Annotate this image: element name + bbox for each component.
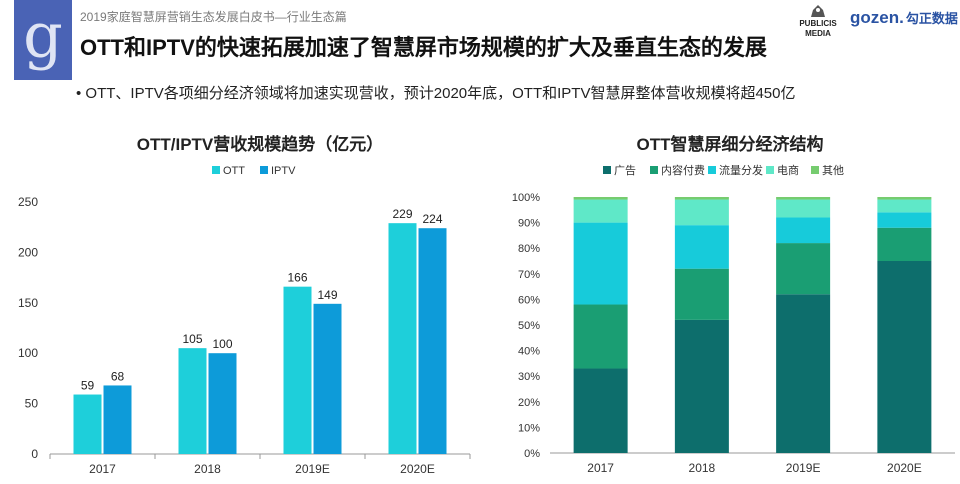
y-tick-label: 0%	[524, 448, 540, 460]
legend-swatch-4	[811, 166, 819, 174]
legend-label-4: 其他	[822, 164, 844, 177]
data-label-iptv-0: 68	[111, 369, 125, 383]
publicis-line1: PUBLICIS	[799, 19, 837, 28]
data-label-ott-3: 229	[392, 207, 412, 221]
stack-segment-2-0	[573, 222, 628, 305]
legend-swatch-3	[766, 166, 774, 174]
stack-segment-4-2	[776, 197, 831, 200]
legend-swatch-0	[212, 166, 220, 174]
y-tick-label: 50	[25, 397, 39, 411]
x-tick-label: 2018	[689, 461, 716, 475]
y-tick-label: 90%	[518, 218, 540, 230]
chart-title-revenue: OTT/IPTV营收规模趋势（亿元）	[136, 135, 384, 154]
legend-label-1: IPTV	[271, 165, 296, 177]
data-label-ott-1: 105	[182, 332, 202, 346]
stack-segment-3-2	[776, 199, 831, 218]
stack-segment-1-0	[573, 304, 628, 369]
gozen-logo: gozen. 勾正数据	[850, 8, 958, 28]
data-label-iptv-3: 224	[422, 212, 442, 226]
data-label-iptv-2: 149	[317, 288, 337, 302]
gozen-cn: 勾正数据	[905, 11, 958, 26]
legend-swatch-1	[650, 166, 658, 174]
x-tick-label: 2019E	[295, 462, 330, 476]
stack-segment-0-0	[573, 368, 628, 453]
stack-segment-3-3	[877, 199, 932, 213]
revenue-bar-chart: OTT IPTV 0 50 100 150 200 250 59 68 2017 105 100 2018…	[18, 165, 471, 476]
publicis-media-logo: PUBLICIS MEDIA	[790, 4, 846, 39]
legend-label-0: OTT	[223, 165, 245, 177]
legend-swatch-2	[708, 166, 716, 174]
bar-iptv-1	[208, 353, 237, 454]
bar-iptv-0	[103, 385, 132, 454]
stack-segment-2-1	[674, 225, 729, 269]
bar-iptv-2	[313, 303, 342, 454]
stack-segment-3-1	[674, 199, 729, 226]
y-tick-label: 150	[18, 296, 38, 310]
lion-crest-icon	[809, 4, 827, 18]
structure-stacked-chart: 广告 内容付费 流量分发 电商 其他 0% 10% 20% 30% 40% 50% 60% 70% 80%…	[512, 163, 955, 475]
publicis-line2: MEDIA	[805, 29, 831, 38]
y-tick-label: 60%	[518, 294, 540, 306]
y-tick-label: 100	[18, 346, 38, 360]
y-tick-label: 30%	[518, 371, 540, 383]
legend-label-3: 电商	[777, 163, 799, 177]
x-tick-label: 2019E	[786, 461, 821, 475]
data-label-ott-2: 166	[287, 271, 307, 285]
legend-label-2: 流量分发	[719, 163, 763, 177]
y-tick-label: 50%	[518, 320, 540, 332]
brand-logo-g: g	[14, 0, 72, 80]
x-tick-label: 2017	[587, 461, 614, 475]
y-tick-label: 0	[31, 447, 38, 461]
stack-segment-4-3	[877, 197, 932, 200]
summary-bullet: • OTT、IPTV各项细分经济领域将加速实现营收，预计2020年底，OTT和I…	[76, 85, 796, 102]
stack-segment-0-3	[877, 261, 932, 453]
x-tick-label: 2020E	[887, 461, 922, 475]
y-tick-label: 200	[18, 245, 38, 259]
bar-ott-2	[283, 286, 312, 454]
bar-ott-1	[178, 348, 207, 454]
legend-label-0: 广告	[614, 164, 636, 177]
data-label-iptv-1: 100	[212, 337, 232, 351]
y-tick-label: 10%	[518, 422, 540, 434]
gozen-en: gozen.	[850, 8, 904, 27]
data-label-ott-0: 59	[81, 379, 95, 393]
y-tick-label: 70%	[518, 269, 540, 281]
bar-ott-0	[73, 394, 102, 454]
legend-swatch-0	[603, 166, 611, 174]
chart-title-structure: OTT智慧屏细分经济结构	[636, 135, 824, 154]
stack-segment-0-1	[674, 319, 729, 453]
y-tick-label: 20%	[518, 397, 540, 409]
y-tick-label: 250	[18, 195, 38, 209]
stack-segment-3-0	[573, 199, 628, 223]
y-tick-label: 80%	[518, 243, 540, 255]
stack-segment-4-1	[674, 197, 729, 200]
bar-iptv-3	[418, 228, 447, 454]
stack-segment-2-3	[877, 212, 932, 228]
stack-segment-1-1	[674, 268, 729, 320]
document-title: 2019家庭智慧屏营销生态发展白皮书—行业生态篇	[80, 10, 347, 24]
stack-segment-4-0	[573, 197, 628, 200]
stack-segment-2-2	[776, 217, 831, 244]
y-tick-label: 40%	[518, 346, 540, 358]
stack-segment-0-2	[776, 294, 831, 453]
stack-segment-1-2	[776, 243, 831, 295]
y-tick-label: 100%	[512, 192, 540, 204]
stack-segment-1-3	[877, 227, 932, 261]
legend-swatch-1	[260, 166, 268, 174]
legend-label-1: 内容付费	[661, 163, 705, 177]
page-title: OTT和IPTV的快速拓展加速了智慧屏市场规模的扩大及垂直生态的发展	[80, 35, 767, 60]
x-tick-label: 2020E	[400, 462, 435, 476]
x-tick-label: 2017	[89, 462, 116, 476]
bar-ott-3	[388, 223, 417, 454]
x-tick-label: 2018	[194, 462, 221, 476]
